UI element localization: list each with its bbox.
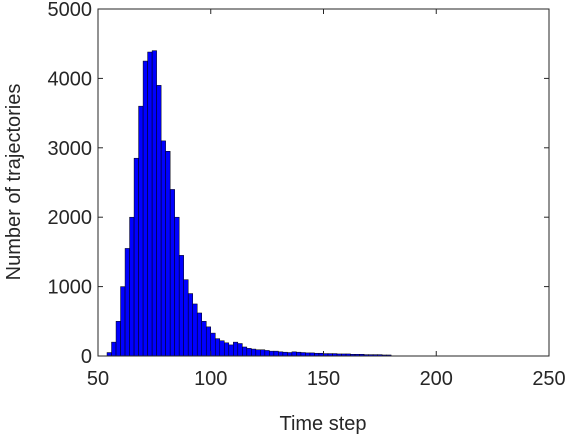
bar bbox=[205, 326, 212, 357]
bar bbox=[156, 85, 162, 357]
bar bbox=[300, 352, 306, 357]
x-axis-label: Time step bbox=[279, 413, 366, 435]
bar bbox=[165, 151, 171, 357]
bar bbox=[183, 279, 189, 357]
bar bbox=[169, 189, 175, 357]
bar bbox=[124, 248, 130, 357]
bar bbox=[237, 343, 243, 357]
bar bbox=[233, 341, 239, 357]
bar bbox=[291, 351, 297, 357]
bar bbox=[215, 338, 221, 357]
bar bbox=[147, 51, 153, 357]
bar bbox=[264, 350, 270, 357]
bar bbox=[187, 293, 193, 357]
bar bbox=[120, 286, 126, 357]
bar bbox=[138, 105, 144, 357]
bar bbox=[201, 321, 207, 357]
x-tick-label: 150 bbox=[307, 368, 340, 390]
bar bbox=[106, 352, 112, 357]
bar bbox=[255, 349, 261, 357]
bar bbox=[174, 216, 180, 357]
bar bbox=[296, 351, 302, 357]
bar bbox=[224, 342, 230, 357]
bar bbox=[210, 332, 216, 357]
x-tick-label: 50 bbox=[87, 368, 109, 390]
bar bbox=[142, 60, 148, 357]
bar bbox=[133, 157, 139, 357]
bar bbox=[192, 303, 198, 357]
bar bbox=[278, 351, 284, 357]
bar bbox=[178, 255, 184, 357]
bar bbox=[282, 351, 288, 357]
bar bbox=[269, 350, 275, 357]
bar bbox=[151, 50, 157, 357]
bar bbox=[228, 344, 234, 357]
bar bbox=[160, 140, 166, 357]
bar bbox=[273, 350, 279, 357]
bar bbox=[129, 216, 135, 357]
y-tick-label: 2000 bbox=[48, 207, 93, 229]
y-tick-label: 5000 bbox=[48, 0, 93, 21]
y-tick-label: 4000 bbox=[48, 68, 93, 90]
x-tick-label: 100 bbox=[194, 368, 227, 390]
bar bbox=[196, 312, 202, 357]
bar bbox=[242, 346, 248, 357]
x-tick-label: 200 bbox=[420, 368, 453, 390]
bar bbox=[219, 340, 225, 357]
y-axis-label: Number of trajectories bbox=[3, 84, 25, 281]
bar bbox=[287, 352, 293, 357]
x-tick-label: 250 bbox=[532, 368, 565, 390]
bar bbox=[260, 349, 266, 357]
bar bbox=[115, 321, 121, 357]
y-tick-label: 3000 bbox=[48, 138, 93, 160]
bar bbox=[251, 348, 257, 357]
bar bbox=[246, 348, 252, 357]
y-tick-label: 0 bbox=[81, 346, 92, 368]
y-tick-label: 1000 bbox=[48, 277, 93, 299]
bar bbox=[111, 341, 117, 357]
